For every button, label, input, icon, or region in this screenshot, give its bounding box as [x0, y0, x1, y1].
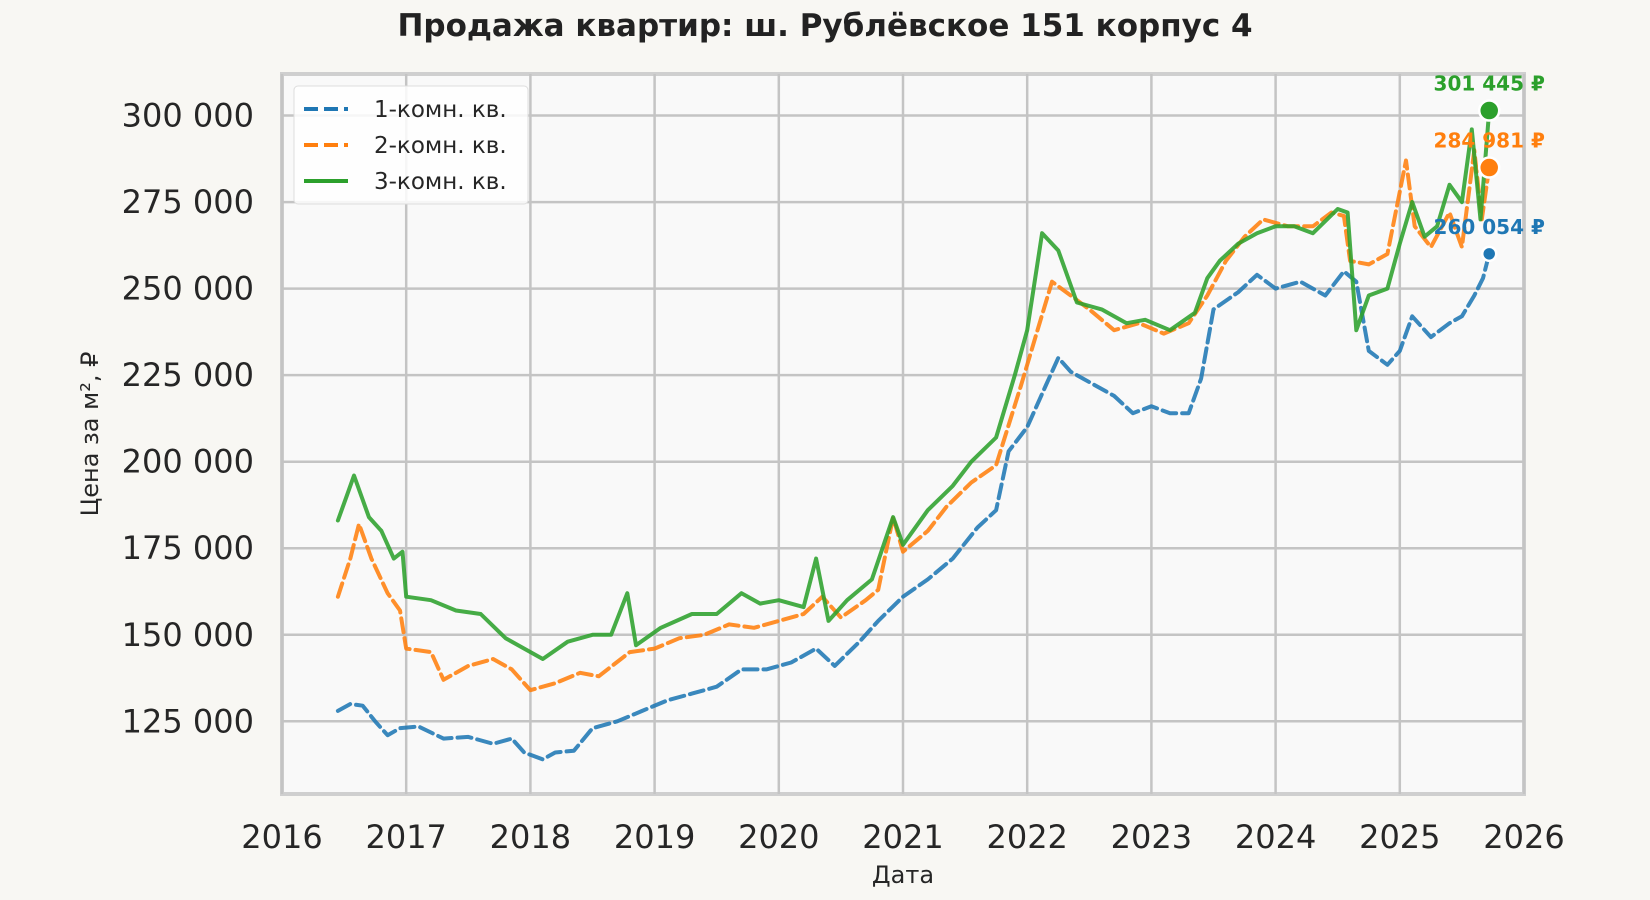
- x-tick-label: 2018: [490, 818, 571, 856]
- y-tick-label: 200 000: [122, 443, 254, 481]
- series-end-label-2: 284 981 ₽: [1434, 129, 1545, 153]
- y-tick-label: 275 000: [122, 183, 254, 221]
- x-tick-label: 2025: [1359, 818, 1440, 856]
- y-tick-label: 300 000: [122, 97, 254, 135]
- x-axis-label: Дата: [872, 861, 934, 889]
- x-tick-label: 2016: [241, 818, 322, 856]
- series-end-label-1: 260 054 ₽: [1434, 215, 1545, 239]
- x-tick-label: 2024: [1235, 818, 1316, 856]
- series-line-3: [335, 108, 1492, 661]
- legend-label-3: 3-комн. кв.: [374, 169, 507, 195]
- series-end-marker-3: [1477, 99, 1501, 122]
- y-axis-ticks: 125 000 150 000 175 000 200 000 225 000 250 0…: [122, 97, 254, 741]
- y-tick-label: 175 000: [122, 529, 254, 567]
- chart-title: Продажа квартир: ш. Рублёвское 151 корпу…: [397, 8, 1252, 44]
- legend: 1-комн. кв. 2-комн. кв. 3-комн. кв.: [293, 85, 529, 205]
- series-end-marker-1: [1480, 245, 1498, 263]
- x-tick-label: 2021: [862, 818, 943, 856]
- legend-label-1: 1-комн. кв.: [374, 97, 507, 123]
- y-tick-label: 225 000: [122, 356, 254, 394]
- series-end-label-3: 301 445 ₽: [1434, 72, 1545, 96]
- legend-label-2: 2-комн. кв.: [374, 133, 507, 159]
- series-line-2: [335, 148, 1492, 693]
- y-axis-label: Цена за м², ₽: [76, 352, 104, 517]
- x-tick-label: 2017: [365, 818, 446, 856]
- x-tick-label: 2023: [1111, 818, 1192, 856]
- y-tick-label: 250 000: [122, 270, 254, 308]
- end-markers: 260 054 ₽ 284 981 ₽ 301 445 ₽: [1434, 72, 1545, 263]
- series-group: [335, 108, 1492, 762]
- x-tick-label: 2026: [1483, 818, 1564, 856]
- y-tick-label: 150 000: [122, 616, 254, 654]
- legend-box: [293, 85, 529, 205]
- y-tick-label: 125 000: [122, 702, 254, 740]
- x-axis-ticks: 2016 2017 2018 2019 2020 2021 2022 2023 2024 2025…: [241, 818, 1564, 856]
- x-tick-label: 2019: [614, 818, 695, 856]
- series-end-marker-2: [1477, 156, 1501, 179]
- x-tick-label: 2020: [738, 818, 819, 856]
- x-tick-label: 2022: [986, 818, 1067, 856]
